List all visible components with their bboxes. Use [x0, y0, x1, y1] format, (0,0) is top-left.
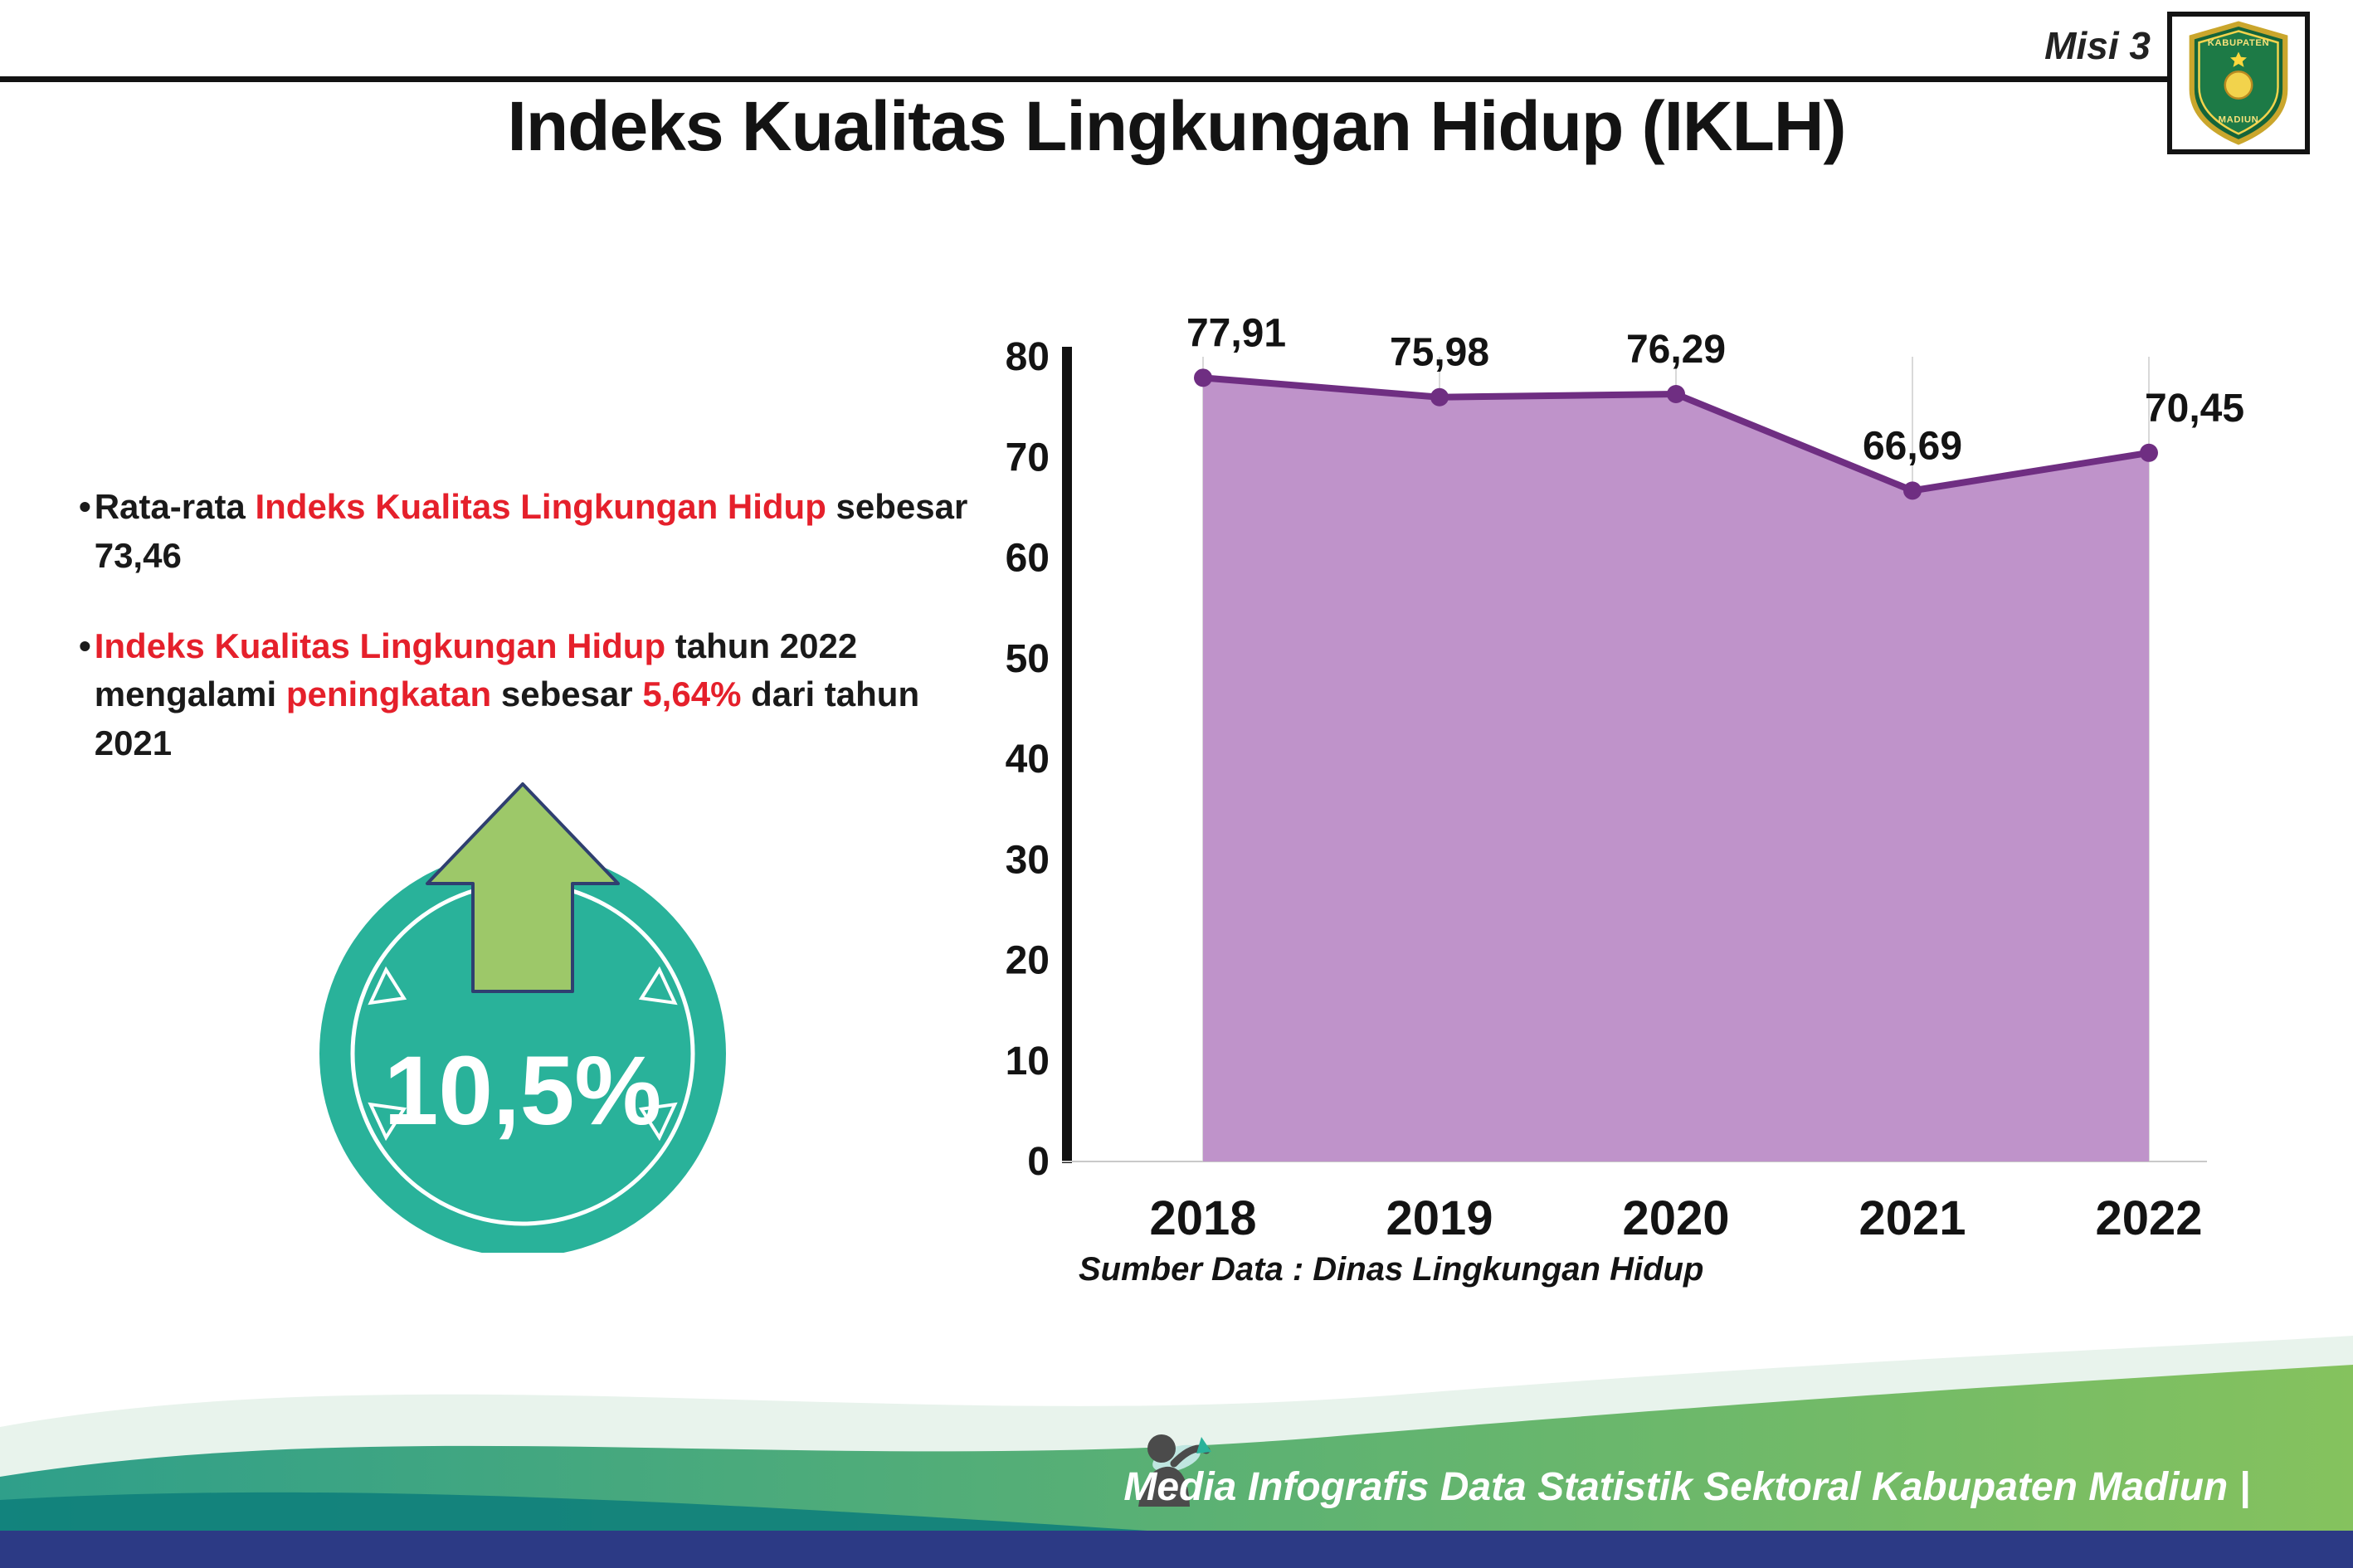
growth-badge: 10,5% [290, 772, 755, 1257]
x-tick-label: 2021 [1859, 1191, 1966, 1244]
bullet-text: Indeks Kualitas Lingkungan Hidup tahun 2… [94, 626, 920, 763]
y-tick-label: 20 [1006, 939, 1050, 983]
y-tick-label: 50 [1006, 637, 1050, 681]
logo-box: KABUPATEN MADIUN [2167, 12, 2310, 154]
y-tick-label: 30 [1006, 838, 1050, 882]
iklh-chart: 0 10 20 30 40 50 60 70 80 77,91 75,98 76,29 66,69 70,… [954, 307, 2323, 1245]
badge-circle [319, 850, 726, 1257]
bullet-marker: • [79, 626, 91, 665]
growth-badge-graphic: 10,5% [319, 782, 726, 1257]
iklh-area-chart: 0 10 20 30 40 50 60 70 80 77,91 75,98 76,29 66,69 70,… [1006, 311, 2244, 1245]
y-tick-label: 80 [1006, 335, 1050, 379]
data-label: 66,69 [1863, 424, 1962, 468]
footer-credit: Media Infografis Data Statistik Sektoral… [1123, 1465, 2250, 1509]
misi-label: Misi 3 [2044, 24, 2151, 67]
x-tick-label: 2019 [1386, 1191, 1493, 1244]
crest-emblem [2224, 71, 2253, 100]
data-label: 76,29 [1626, 328, 1726, 372]
data-point [1903, 481, 1922, 500]
y-axis-line [1062, 347, 1072, 1163]
bullet-item: • Rata-rata Indeks Kualitas Lingkungan Hi… [79, 483, 971, 581]
data-point [2140, 443, 2158, 462]
y-tick-label: 10 [1006, 1040, 1050, 1083]
badge-value: 10,5% [384, 1036, 662, 1146]
x-tick-label: 2018 [1149, 1191, 1256, 1244]
mascot-icon [1138, 1434, 1211, 1507]
crest-star-icon [2230, 51, 2247, 67]
footer-wave: Media Infografis Data Statistik Sektoral… [0, 1336, 2353, 1568]
data-point [1430, 387, 1449, 407]
chart-source-label: Sumber Data : Dinas Lingkungan Hidup [1079, 1251, 1704, 1288]
bullet-list: • Rata-rata Indeks Kualitas Lingkungan Hi… [79, 483, 971, 810]
y-tick-label: 0 [1027, 1140, 1050, 1184]
y-tick-label: 40 [1006, 738, 1050, 782]
footer-navy-strip [0, 1531, 2353, 1568]
header-rule [0, 76, 2174, 82]
data-point [1667, 384, 1685, 403]
bullet-text: Rata-rata Indeks Kualitas Lingkungan Hid… [94, 487, 968, 575]
page-title: Indeks Kualitas Lingkungan Hidup (IKLH) [507, 87, 1846, 165]
data-label: 75,98 [1390, 331, 1489, 375]
data-point [1194, 368, 1212, 387]
bullet-marker: • [79, 487, 91, 526]
x-tick-label: 2022 [2095, 1191, 2202, 1244]
bullet-item: • Indeks Kualitas Lingkungan Hidup tahun … [79, 622, 971, 768]
badge-ring-ticks [368, 966, 678, 1142]
crest-top-text: KABUPATEN [2208, 38, 2270, 48]
data-label: 77,91 [1186, 311, 1286, 355]
crest-bottom-text: MADIUN [2219, 115, 2259, 125]
arrow-up-icon [426, 782, 620, 993]
x-tick-label: 2020 [1622, 1191, 1729, 1244]
chart-area [1203, 377, 2149, 1161]
data-label: 70,45 [2145, 387, 2244, 431]
y-tick-label: 60 [1006, 537, 1050, 581]
y-tick-label: 70 [1006, 436, 1050, 480]
kabupaten-madiun-logo: KABUPATEN MADIUN [2189, 21, 2288, 145]
